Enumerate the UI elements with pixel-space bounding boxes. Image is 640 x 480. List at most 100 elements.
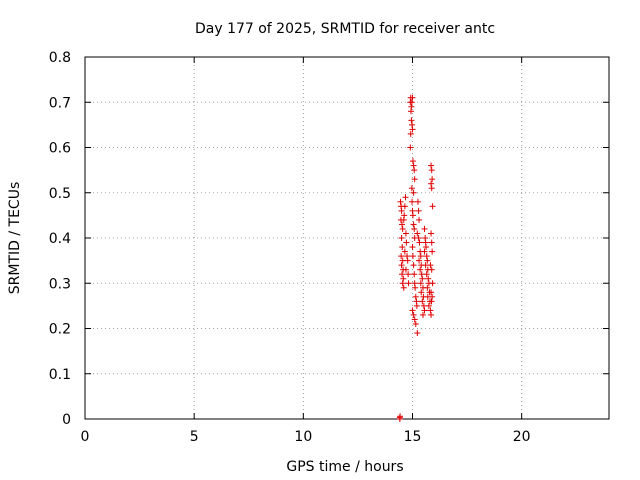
data-point [412, 293, 419, 300]
data-point [399, 244, 406, 251]
data-point [411, 271, 418, 278]
data-point [429, 203, 436, 210]
data-point [428, 311, 435, 318]
data-point [399, 257, 406, 264]
data-point [419, 298, 426, 305]
y-tick-label: 0 [62, 412, 71, 428]
data-point [417, 253, 424, 260]
data-point [397, 413, 404, 420]
data-point [411, 167, 418, 174]
data-point [427, 307, 434, 314]
x-tick-label: 10 [294, 429, 312, 445]
data-point [428, 266, 435, 273]
data-point [397, 198, 404, 205]
data-point [411, 225, 418, 232]
data-point [398, 253, 405, 260]
data-point [418, 271, 425, 278]
data-points [396, 94, 436, 422]
x-tick-label: 0 [81, 429, 90, 445]
data-point [405, 280, 412, 287]
data-point [404, 257, 411, 264]
data-point [401, 248, 408, 255]
data-point [428, 185, 435, 192]
y-tick-label: 0.6 [49, 141, 71, 157]
data-point [410, 262, 417, 269]
data-point [428, 167, 435, 174]
data-point [428, 298, 435, 305]
data-point [428, 239, 435, 246]
y-tick-label: 0.8 [49, 50, 71, 66]
data-point [417, 280, 424, 287]
data-point [423, 244, 430, 251]
data-point [421, 307, 428, 314]
data-point [409, 94, 416, 101]
x-tick-label: 20 [513, 429, 531, 445]
data-point [425, 302, 432, 309]
data-point [419, 311, 426, 318]
data-point [417, 266, 424, 273]
x-tick-label: 15 [404, 429, 422, 445]
data-point [409, 212, 416, 219]
data-point [409, 158, 416, 165]
data-point [409, 198, 416, 205]
data-point [429, 176, 436, 183]
data-point [411, 316, 418, 323]
data-point [425, 275, 432, 282]
chart-title: Day 177 of 2025, SRMTID for receiver ant… [195, 21, 495, 37]
data-point [415, 207, 422, 214]
data-point [410, 221, 417, 228]
data-point [398, 262, 405, 269]
data-point [402, 230, 409, 237]
data-point [428, 230, 435, 237]
data-point [429, 293, 436, 300]
data-point [400, 284, 407, 291]
x-axis-label: GPS time / hours [286, 459, 403, 475]
data-point [399, 221, 406, 228]
data-point [429, 248, 436, 255]
data-point [412, 320, 419, 327]
data-point [400, 275, 407, 282]
data-point [410, 162, 417, 169]
data-point [414, 198, 421, 205]
data-point [419, 275, 426, 282]
data-point [409, 307, 416, 314]
y-tick-label: 0.4 [49, 231, 71, 247]
y-tick-label: 0.5 [49, 186, 71, 202]
data-point [415, 235, 422, 241]
data-point [428, 289, 435, 296]
data-point [407, 130, 414, 137]
data-point [403, 239, 410, 246]
y-tick-label: 0.2 [49, 322, 71, 338]
data-point [429, 280, 436, 287]
data-point [409, 244, 416, 251]
data-point [398, 207, 405, 214]
axis-ticks: 0 5 10 15 20 0 0.1 0.2 0.3 0.4 0.5 0.6 0.7 0.8 [49, 50, 609, 445]
data-point [412, 284, 419, 291]
plot-frame [84, 56, 610, 420]
data-point [404, 253, 411, 260]
data-point [413, 302, 420, 309]
data-point [428, 180, 435, 187]
data-point [423, 253, 430, 260]
data-point [401, 203, 408, 210]
data-point [414, 230, 421, 237]
data-point [409, 253, 416, 260]
data-point [408, 99, 415, 106]
data-point [399, 271, 406, 278]
y-tick-label: 0.7 [49, 95, 71, 111]
data-point [405, 271, 412, 278]
y-tick-label: 0.1 [49, 367, 71, 383]
data-point [409, 126, 416, 133]
data-point [416, 257, 423, 264]
data-point [421, 248, 428, 255]
data-point [402, 194, 409, 201]
data-point [408, 185, 415, 192]
y-axis-label: SRMTID / TECUs [7, 182, 23, 295]
data-point [399, 280, 406, 287]
data-point [418, 289, 425, 296]
data-point [424, 284, 431, 291]
data-point [411, 176, 418, 183]
grid-lines [85, 57, 609, 419]
data-point [400, 216, 407, 223]
